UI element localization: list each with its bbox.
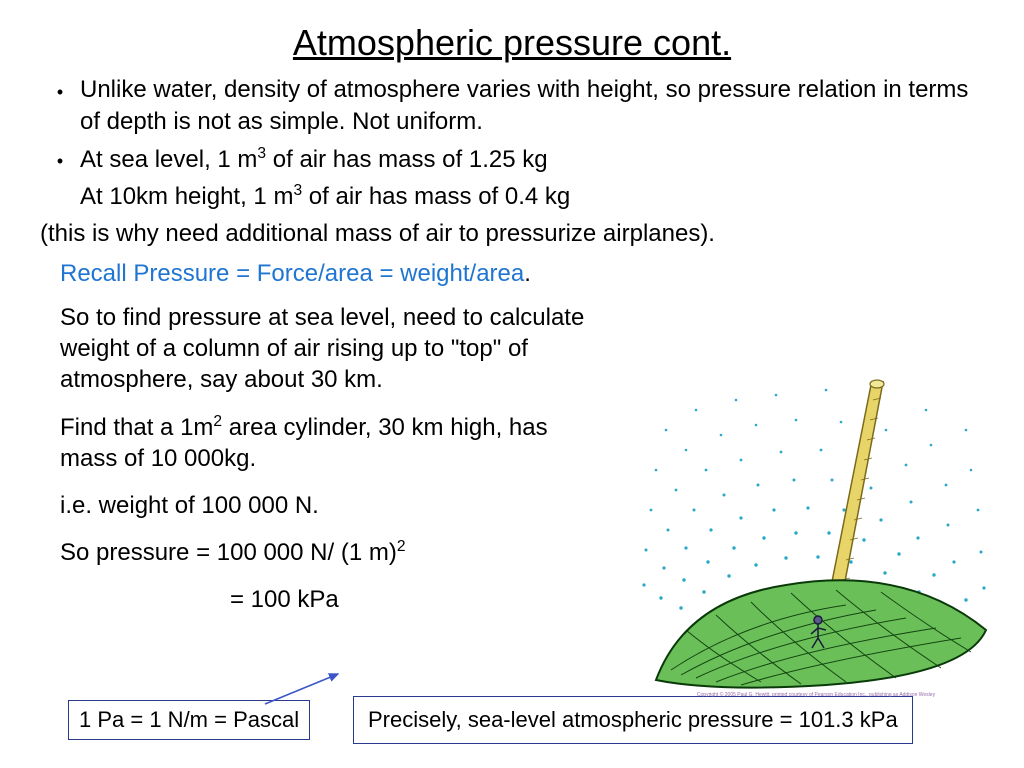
bullet-2-line2: At 10km height, 1 m3 of air has mass of … (40, 180, 984, 213)
precise-pressure-box: Precisely, sea-level atmospheric pressur… (353, 696, 913, 744)
recall-formula: Recall Pressure = Force/area = weight/ar… (40, 260, 984, 288)
bullet-1-text: Unlike water, density of atmosphere vari… (80, 74, 984, 139)
sup-2: 2 (213, 413, 222, 430)
bullet-dot-icon: • (40, 74, 80, 104)
pascal-definition-box: 1 Pa = 1 N/m = Pascal (68, 700, 310, 740)
sup-3: 3 (293, 182, 302, 199)
bullet-1: • Unlike water, density of atmosphere va… (40, 74, 984, 139)
p3: i.e. weight of 100 000 N. (60, 490, 600, 521)
b2b: of air has mass of 1.25 kg (266, 146, 547, 173)
p2: Find that a 1m2 area cylinder, 30 km hig… (60, 412, 600, 474)
sup-3: 3 (257, 145, 266, 162)
copyright-text: Copyright © 2005 Paul G. Hewitt, printed… (697, 691, 936, 698)
b2c: At 10km height, 1 m (80, 183, 293, 210)
p4: So pressure = 100 000 N/ (1 m)2 (60, 537, 600, 568)
paren-note: (this is why need additional mass of air… (40, 218, 984, 250)
p1: So to find pressure at sea level, need t… (60, 302, 600, 396)
b2a: At sea level, 1 m (80, 146, 257, 173)
p4a: So pressure = 100 000 N/ (1 m) (60, 539, 397, 566)
bullet-2-text: At sea level, 1 m3 of air has mass of 1.… (80, 143, 984, 176)
bullet-dot-icon: • (40, 143, 80, 173)
lower-paragraphs: So to find pressure at sea level, need t… (40, 302, 600, 616)
sup-2: 2 (397, 538, 406, 555)
recall-text: Recall Pressure = Force/area = weight/ar… (60, 260, 524, 287)
bullet-2: • At sea level, 1 m3 of air has mass of … (40, 143, 984, 176)
b2d: of air has mass of 0.4 kg (302, 183, 570, 210)
page-title: Atmospheric pressure cont. (0, 0, 1024, 74)
p5: = 100 kPa (60, 584, 600, 615)
air-dots-icon (642, 389, 985, 610)
p2a: Find that a 1m (60, 414, 213, 441)
hill-icon (656, 580, 986, 687)
atmosphere-illustration: Copyright © 2005 Paul G. Hewitt, printed… (626, 370, 1006, 700)
